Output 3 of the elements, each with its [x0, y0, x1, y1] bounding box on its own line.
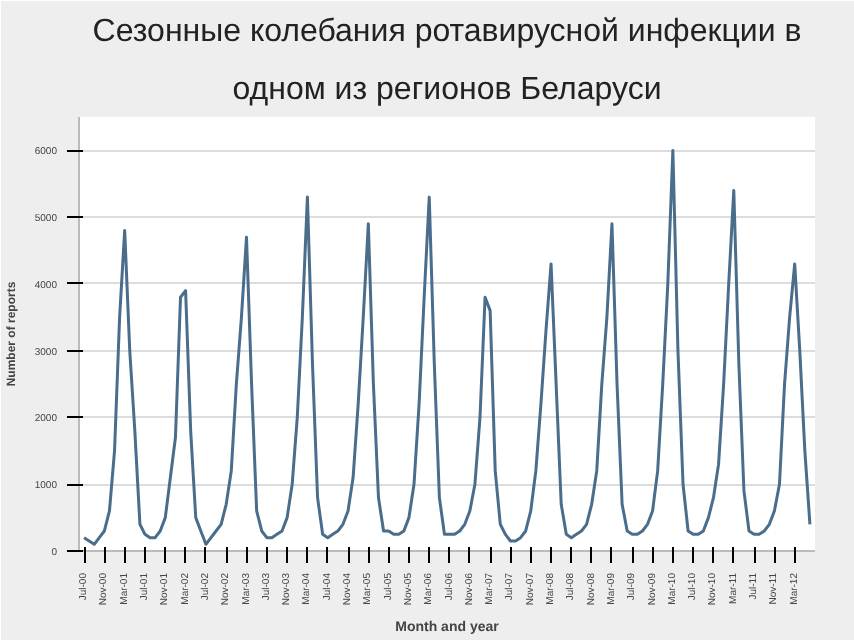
chart-title: Сезонные колебания ротавирусной инфекции в [92, 15, 802, 49]
chart-subtitle: одном из регионов Беларуси [232, 73, 662, 107]
line-series [82, 148, 812, 546]
